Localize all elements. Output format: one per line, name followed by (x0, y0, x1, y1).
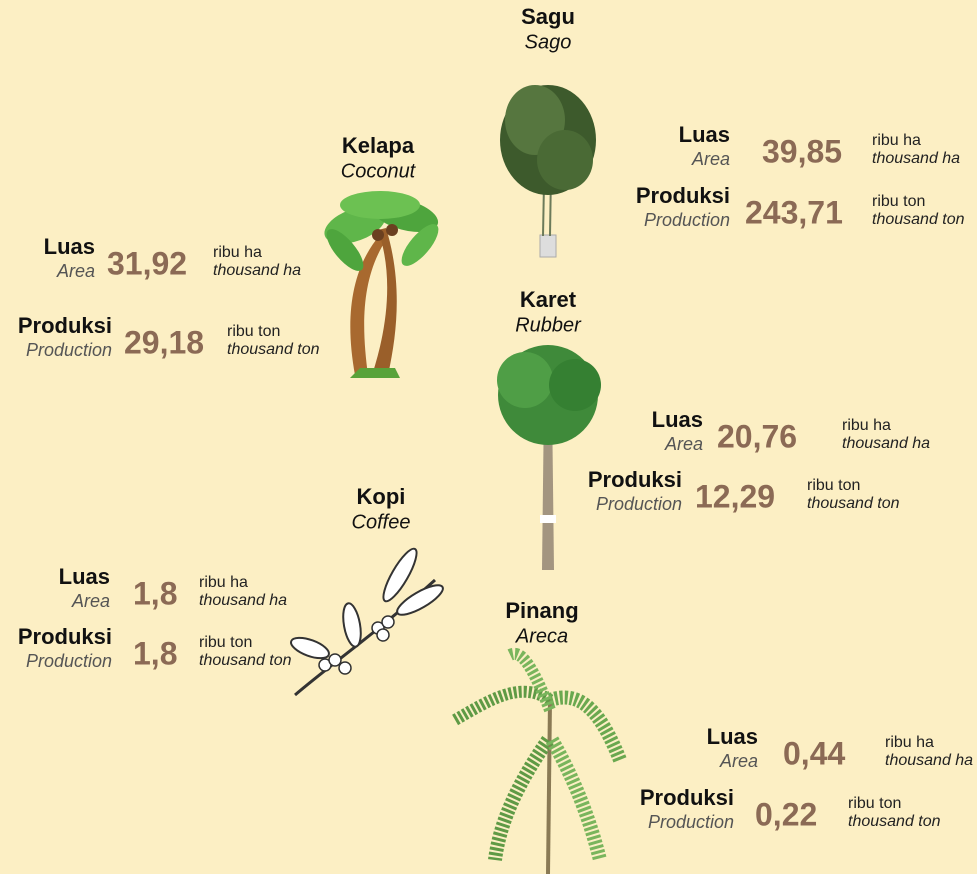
production-unit: ribu ton (872, 193, 925, 210)
production-unit-en: thousand ton (199, 652, 292, 669)
crop-name: Sagu (521, 4, 575, 29)
production-label-en: Production (26, 651, 112, 671)
crop-name-en: Rubber (515, 314, 582, 336)
production-unit: ribu ton (227, 323, 280, 340)
production-unit-en: thousand ton (227, 341, 320, 358)
area-label: Luas (652, 407, 703, 432)
production-value: 243,71 (745, 194, 843, 230)
crop-name: Karet (520, 287, 577, 312)
area-unit: ribu ha (199, 574, 248, 591)
area-unit-en: thousand ha (199, 592, 287, 609)
area-label: Luas (59, 564, 110, 589)
area-unit: ribu ha (213, 244, 262, 261)
production-unit: ribu ton (848, 795, 901, 812)
area-value: 39,85 (762, 133, 842, 169)
crop-name: Kopi (357, 484, 406, 509)
area-label-en: Area (664, 434, 703, 454)
production-value: 1,8 (133, 635, 177, 671)
crop-name: Pinang (505, 598, 578, 623)
production-label-en: Production (644, 210, 730, 230)
area-unit-en: thousand ha (885, 752, 973, 769)
production-label: Produksi (18, 313, 112, 338)
area-label: Luas (679, 122, 730, 147)
production-label: Produksi (588, 467, 682, 492)
production-label-en: Production (648, 812, 734, 832)
area-value: 31,92 (107, 245, 187, 281)
production-value: 12,29 (695, 478, 775, 514)
area-unit: ribu ha (842, 417, 891, 434)
area-label-en: Area (71, 591, 110, 611)
production-label: Produksi (18, 624, 112, 649)
crop-name: Kelapa (342, 133, 415, 158)
area-label: Luas (44, 234, 95, 259)
area-unit-en: thousand ha (872, 150, 960, 167)
production-value: 0,22 (755, 796, 817, 832)
production-label: Produksi (640, 785, 734, 810)
production-label: Produksi (636, 183, 730, 208)
crop-name-en: Areca (515, 625, 568, 647)
crop-name-en: Coffee (352, 511, 411, 533)
production-unit-en: thousand ton (807, 495, 900, 512)
infographic: SaguSagoLuasArea39,85ribu hathousand haP… (0, 0, 977, 874)
production-unit: ribu ton (807, 477, 860, 494)
crop-name-en: Sago (525, 31, 572, 53)
area-label-en: Area (719, 751, 758, 771)
production-label-en: Production (26, 340, 112, 360)
area-label-en: Area (691, 149, 730, 169)
area-label-en: Area (56, 261, 95, 281)
area-value: 0,44 (783, 735, 845, 771)
area-unit-en: thousand ha (213, 262, 301, 279)
production-label-en: Production (596, 494, 682, 514)
area-unit: ribu ha (885, 734, 934, 751)
area-value: 20,76 (717, 418, 797, 454)
production-unit: ribu ton (199, 634, 252, 651)
production-unit-en: thousand ton (872, 211, 965, 228)
production-unit-en: thousand ton (848, 813, 941, 830)
area-unit-en: thousand ha (842, 435, 930, 452)
area-label: Luas (707, 724, 758, 749)
production-value: 29,18 (124, 324, 204, 360)
area-unit: ribu ha (872, 132, 921, 149)
crop-name-en: Coconut (341, 160, 417, 182)
area-value: 1,8 (133, 575, 177, 611)
